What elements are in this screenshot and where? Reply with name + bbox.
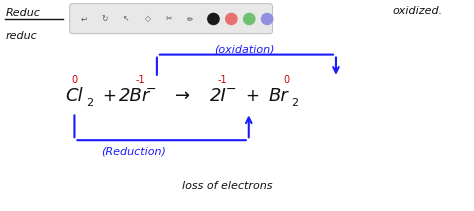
- Text: -1: -1: [136, 75, 145, 85]
- Circle shape: [244, 14, 255, 24]
- FancyBboxPatch shape: [70, 4, 273, 34]
- Circle shape: [208, 14, 219, 24]
- Text: ✏: ✏: [187, 15, 193, 23]
- Circle shape: [226, 14, 237, 24]
- Text: ◇: ◇: [145, 15, 150, 23]
- Text: reduc: reduc: [6, 31, 38, 41]
- Text: +: +: [102, 87, 116, 105]
- Text: 0: 0: [283, 75, 290, 85]
- Text: -1: -1: [217, 75, 227, 85]
- Text: ✂: ✂: [165, 15, 172, 23]
- Text: Reduc: Reduc: [6, 8, 41, 18]
- Text: 2: 2: [291, 98, 298, 108]
- Text: −: −: [226, 83, 237, 96]
- Text: (Reduction): (Reduction): [101, 147, 166, 157]
- Text: Cl: Cl: [65, 87, 83, 105]
- Text: +: +: [245, 87, 259, 105]
- Text: 2Br: 2Br: [118, 87, 150, 105]
- Text: −: −: [146, 83, 156, 96]
- Text: →: →: [175, 87, 191, 105]
- Text: Br: Br: [269, 87, 288, 105]
- Text: ⊞: ⊞: [229, 15, 236, 23]
- Text: (oxidation): (oxidation): [214, 45, 274, 55]
- Text: loss of electrons: loss of electrons: [182, 181, 273, 191]
- Text: ↩: ↩: [81, 15, 87, 23]
- Text: ↖: ↖: [123, 15, 129, 23]
- Text: A: A: [209, 15, 214, 23]
- Text: oxidized.: oxidized.: [392, 6, 443, 16]
- Circle shape: [262, 14, 273, 24]
- Text: 0: 0: [72, 75, 77, 85]
- Text: 2: 2: [86, 98, 93, 108]
- Text: ↻: ↻: [102, 15, 108, 23]
- Text: 2I: 2I: [210, 87, 227, 105]
